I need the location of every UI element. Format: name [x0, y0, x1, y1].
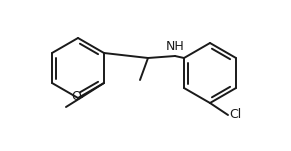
Text: NH: NH [166, 40, 184, 53]
Text: Cl: Cl [229, 109, 241, 122]
Text: O: O [71, 90, 81, 103]
